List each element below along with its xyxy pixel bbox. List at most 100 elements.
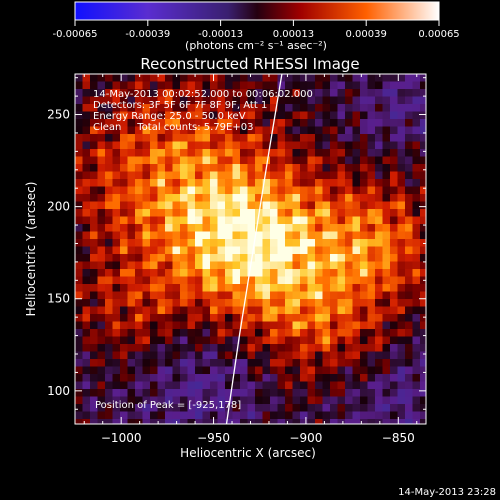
heatmap-cell — [97, 306, 106, 315]
heatmap-cell — [390, 186, 398, 195]
heatmap-cell — [195, 389, 203, 397]
heatmap-cell — [240, 81, 248, 90]
heatmap-cell — [210, 149, 218, 157]
heatmap-cell — [127, 359, 136, 367]
heatmap-cell — [165, 291, 173, 300]
heatmap-cell — [330, 126, 338, 135]
heatmap-cell — [90, 404, 98, 412]
heatmap-cell — [120, 359, 128, 367]
heatmap-cell — [270, 269, 278, 277]
heatmap-cell — [300, 209, 308, 217]
heatmap-cell — [292, 381, 301, 390]
heatmap-cell — [105, 419, 113, 424]
heatmap-cell — [277, 141, 286, 150]
heatmap-cell — [345, 359, 353, 367]
heatmap-cell — [315, 96, 323, 105]
heatmap-cell — [330, 89, 338, 97]
heatmap-cell — [217, 389, 226, 397]
heatmap-cell — [157, 381, 166, 390]
heatmap-cell — [75, 246, 83, 255]
heatmap-cell — [142, 119, 151, 127]
heatmap-cell — [337, 209, 346, 217]
heatmap-cell — [97, 194, 106, 202]
heatmap-cell — [337, 254, 346, 262]
heatmap-cell — [255, 351, 263, 360]
heatmap-cell — [420, 254, 426, 262]
heatmap-cell — [90, 141, 98, 150]
heatmap-cell — [202, 299, 211, 307]
heatmap-cell — [277, 359, 286, 367]
heatmap-cell — [75, 134, 83, 142]
heatmap-cell — [225, 239, 233, 247]
heatmap-cell — [165, 224, 173, 232]
heatmap-cell — [232, 336, 241, 345]
heatmap-cell — [337, 344, 346, 352]
heatmap-cell — [112, 329, 121, 337]
heatmap-cell — [172, 246, 181, 255]
heatmap-cell — [255, 261, 263, 270]
heatmap-cell — [330, 141, 338, 150]
heatmap-cell — [90, 261, 98, 270]
heatmap-cell — [360, 359, 368, 367]
heatmap-cell — [105, 186, 113, 195]
heatmap-cell — [360, 216, 368, 225]
heatmap-cell — [360, 164, 368, 172]
heatmap-cell — [240, 261, 248, 270]
heatmap-cell — [75, 209, 83, 217]
heatmap-cell — [195, 419, 203, 424]
heatmap-cell — [150, 329, 158, 337]
heatmap-cell — [195, 306, 203, 315]
heatmap-cell — [120, 299, 128, 307]
heatmap-cell — [127, 141, 136, 150]
heatmap-cell — [210, 224, 218, 232]
heatmap-cell — [382, 284, 391, 292]
heatmap-cell — [202, 74, 211, 82]
heatmap-cell — [292, 299, 301, 307]
heatmap-cell — [315, 336, 323, 345]
heatmap-cell — [405, 119, 413, 127]
heatmap-cell — [337, 351, 346, 360]
heatmap-cell — [142, 389, 151, 397]
heatmap-cell — [292, 419, 301, 424]
heatmap-cell — [277, 239, 286, 247]
heatmap-cell — [285, 336, 293, 345]
heatmap-cell — [405, 149, 413, 157]
heatmap-cell — [157, 254, 166, 262]
heatmap-cell — [82, 276, 91, 285]
heatmap-cell — [210, 314, 218, 322]
heatmap-cell — [247, 209, 256, 217]
heatmap-cell — [345, 261, 353, 270]
heatmap-cell — [307, 111, 316, 120]
heatmap-cell — [315, 239, 323, 247]
heatmap-cell — [337, 96, 346, 105]
heatmap-cell — [202, 396, 211, 405]
heatmap-cell — [262, 134, 271, 142]
heatmap-cell — [382, 134, 391, 142]
heatmap-cell — [172, 201, 181, 210]
heatmap-cell — [352, 126, 361, 135]
heatmap-cell — [217, 321, 226, 330]
heatmap-cell — [352, 186, 361, 195]
heatmap-cell — [337, 164, 346, 172]
heatmap-cell — [247, 299, 256, 307]
heatmap-cell — [337, 336, 346, 345]
heatmap-cell — [262, 314, 271, 322]
heatmap-cell — [75, 359, 83, 367]
heatmap-cell — [225, 329, 233, 337]
heatmap-cell — [240, 111, 248, 120]
heatmap-cell — [232, 366, 241, 375]
heatmap-cell — [285, 209, 293, 217]
heatmap-cell — [352, 336, 361, 345]
heatmap-cell — [405, 194, 413, 202]
heatmap-cell — [412, 216, 421, 225]
heatmap-cell — [180, 164, 188, 172]
heatmap-cell — [247, 119, 256, 127]
heatmap-cell — [397, 366, 406, 375]
heatmap-cell — [330, 164, 338, 172]
heatmap-cell — [202, 381, 211, 390]
heatmap-cell — [120, 104, 128, 112]
heatmap-cell — [367, 194, 376, 202]
heatmap-cell — [150, 149, 158, 157]
heatmap-cell — [232, 111, 241, 120]
heatmap-cell — [217, 111, 226, 120]
